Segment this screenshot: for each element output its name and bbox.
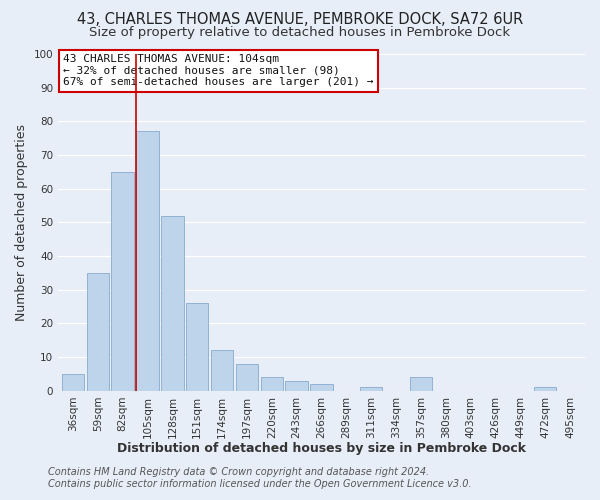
Bar [286, 380, 308, 391]
Bar [86, 273, 109, 391]
Text: 43, CHARLES THOMAS AVENUE, PEMBROKE DOCK, SA72 6UR: 43, CHARLES THOMAS AVENUE, PEMBROKE DOCK… [77, 12, 523, 28]
Text: Contains HM Land Registry data © Crown copyright and database right 2024.
Contai: Contains HM Land Registry data © Crown c… [48, 468, 472, 489]
Text: 43 CHARLES THOMAS AVENUE: 104sqm
← 32% of detached houses are smaller (98)
67% o: 43 CHARLES THOMAS AVENUE: 104sqm ← 32% o… [64, 54, 374, 87]
Bar [161, 216, 184, 391]
Bar [410, 378, 432, 391]
Bar [62, 374, 84, 391]
Bar [112, 172, 134, 391]
Bar [236, 364, 258, 391]
Bar [310, 384, 333, 391]
Bar [186, 304, 208, 391]
Y-axis label: Number of detached properties: Number of detached properties [15, 124, 28, 321]
Bar [211, 350, 233, 391]
Bar [534, 388, 556, 391]
Bar [260, 378, 283, 391]
Bar [136, 132, 159, 391]
Text: Size of property relative to detached houses in Pembroke Dock: Size of property relative to detached ho… [89, 26, 511, 39]
Bar [360, 388, 382, 391]
X-axis label: Distribution of detached houses by size in Pembroke Dock: Distribution of detached houses by size … [117, 442, 526, 455]
